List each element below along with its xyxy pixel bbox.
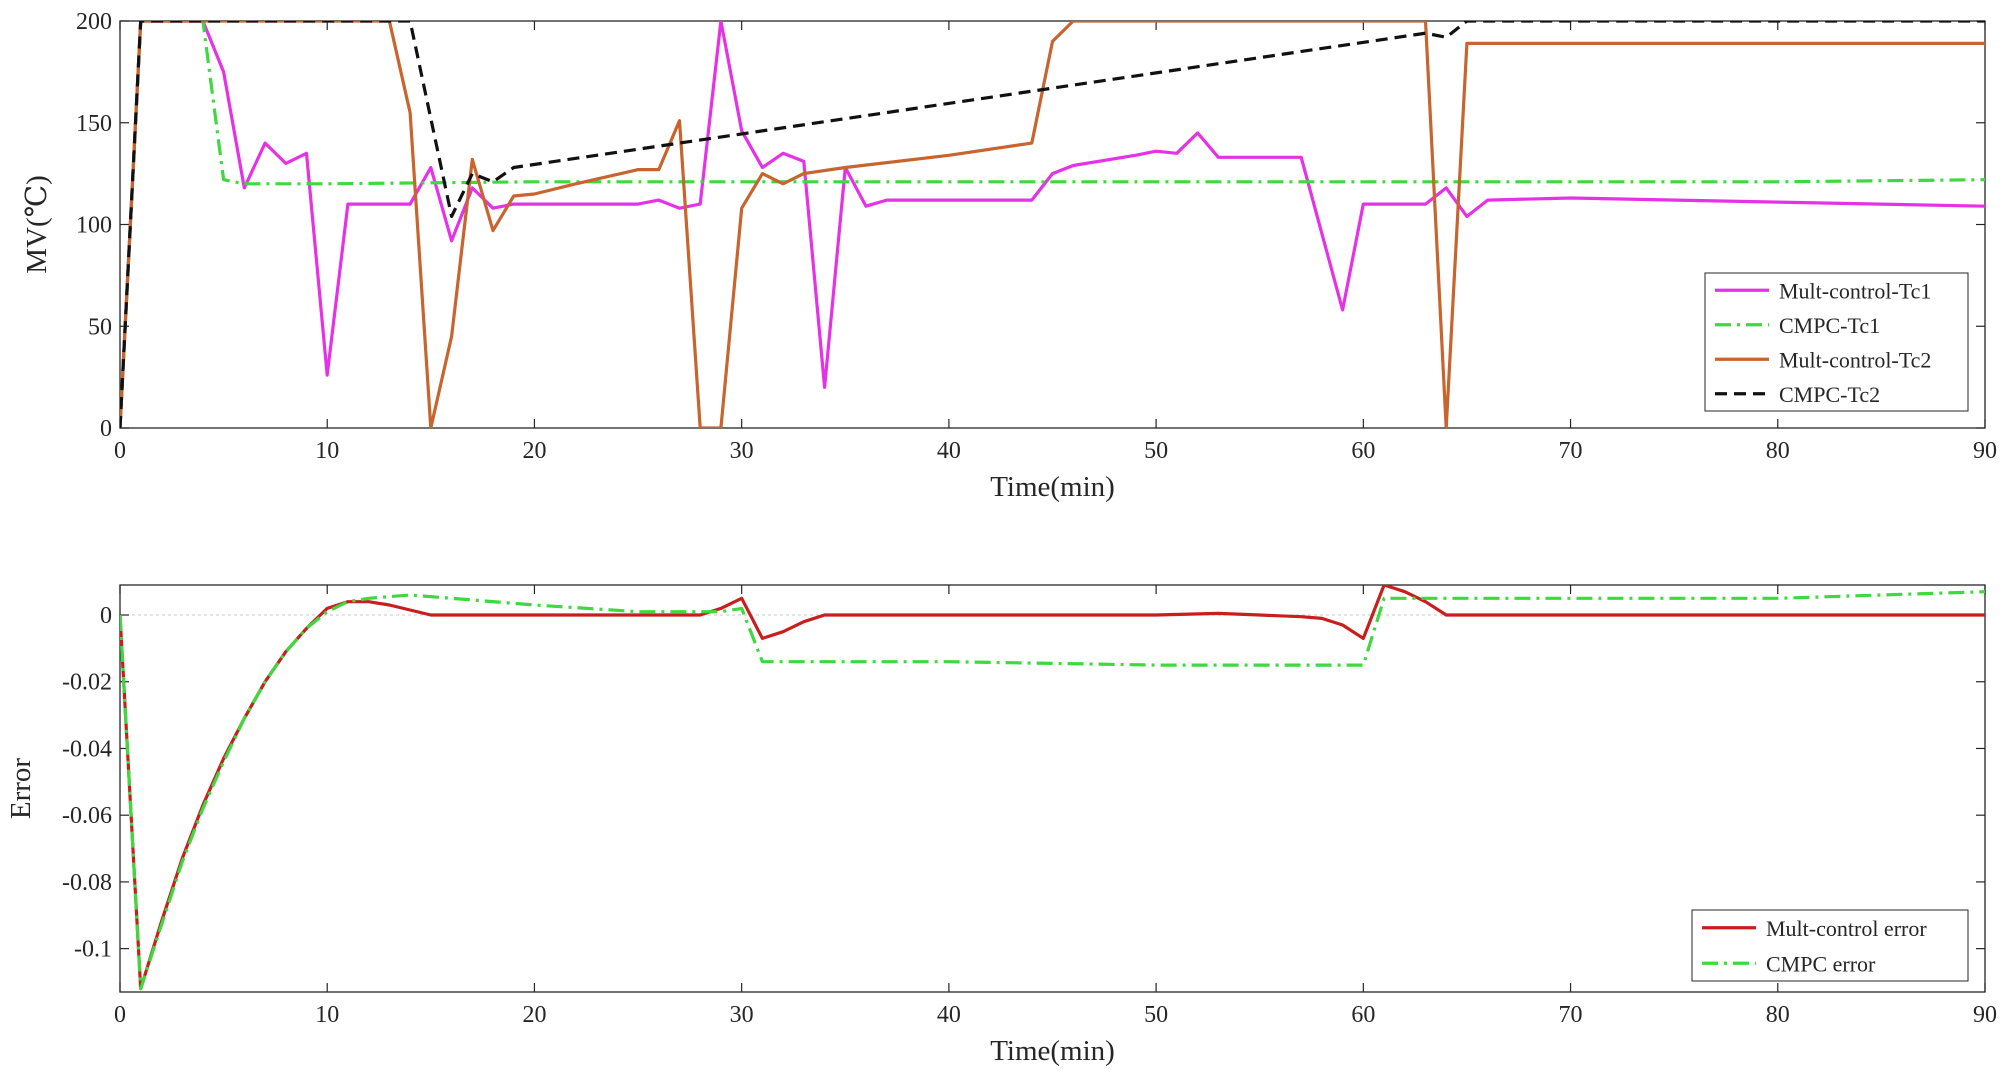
x-tick-label: 0 [114, 438, 126, 464]
x-tick-label: 40 [937, 1002, 961, 1028]
legend-label: CMPC error [1766, 951, 1876, 976]
x-tick-label: 0 [114, 1002, 126, 1028]
y-tick-label: 0 [100, 603, 112, 629]
y-tick-label: 50 [88, 314, 112, 340]
legend-label: CMPC-Tc1 [1779, 313, 1880, 338]
series-group [120, 21, 1985, 428]
legend-label: Mult-control-Tc1 [1779, 278, 1931, 303]
y-tick-label: -0.08 [62, 870, 112, 896]
x-tick-label: 90 [1973, 1002, 1997, 1028]
x-tick-label: 50 [1144, 1002, 1168, 1028]
series-line-mult-control-error [120, 585, 1985, 991]
x-tick-label: 30 [730, 1002, 754, 1028]
y-tick-label: -0.06 [62, 803, 112, 829]
x-tick-label: 10 [315, 438, 339, 464]
x-tick-label: 50 [1144, 438, 1168, 464]
x-tick-label: 30 [730, 438, 754, 464]
series-line-mult-control-tc2 [120, 21, 1985, 428]
x-tick-label: 40 [937, 438, 961, 464]
y-tick-label: -0.04 [62, 736, 112, 762]
legend-box [1704, 272, 1969, 412]
series-line-cmpc-tc2 [120, 21, 1985, 428]
x-tick-label: 70 [1559, 438, 1583, 464]
x-tick-label: 60 [1351, 438, 1375, 464]
plot-area-1 [119, 20, 1986, 429]
x-tick-label: 20 [522, 438, 546, 464]
y-tick-label: 100 [76, 213, 112, 239]
series-line-cmpc-tc1 [120, 21, 1985, 428]
x-tick-label: 80 [1766, 1002, 1790, 1028]
legend: Mult-control-Tc1 CMPC-Tc1 Mult-control-Tc2… [1704, 272, 1969, 412]
panel-1: 0 10 20 30 40 50 60 70 80 90 0 50 100 150 200 Time(min)… [21, 9, 1997, 503]
y-tick-label: -0.1 [74, 937, 112, 963]
legend: Mult-control error CMPC error [1691, 909, 1969, 982]
x-tick-label: 90 [1973, 438, 1997, 464]
legend-label: Mult-control error [1766, 916, 1927, 941]
y-tick-label: 0 [100, 416, 112, 442]
x-axis-label: Time(min) [990, 471, 1115, 503]
legend-label: CMPC-Tc2 [1779, 382, 1880, 407]
x-tick-label: 80 [1766, 438, 1790, 464]
legend-label: Mult-control-Tc2 [1779, 347, 1931, 372]
x-tick-label: 20 [522, 1002, 546, 1028]
y-axis-label: Error [5, 758, 37, 820]
panel-2: 0 10 20 30 40 50 60 70 80 90 0 -0.02 -0.04 -0.06 -0.08… [5, 584, 1997, 1067]
series-group [120, 585, 1985, 991]
legend-box [1691, 909, 1969, 982]
x-tick-label: 10 [315, 1002, 339, 1028]
y-axis-label: MV(℃) [21, 175, 53, 273]
y-tick-label: 150 [76, 111, 112, 137]
x-tick-label: 70 [1559, 1002, 1583, 1028]
plot-area-2 [119, 584, 1986, 993]
series-line-cmpc-error [120, 590, 1985, 991]
y-tick-label: 200 [76, 9, 112, 35]
series-line-mult-control-tc1 [120, 21, 1985, 428]
y-tick-label: -0.02 [62, 670, 112, 696]
x-tick-label: 60 [1351, 1002, 1375, 1028]
x-axis-label: Time(min) [990, 1035, 1115, 1067]
